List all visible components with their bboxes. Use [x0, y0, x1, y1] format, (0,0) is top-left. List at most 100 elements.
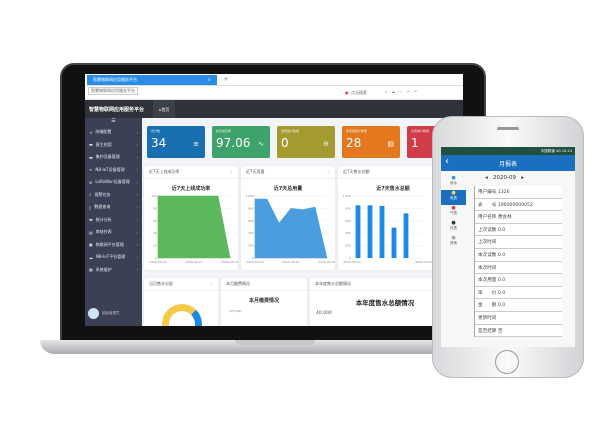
- x-tick-label: 2020-09-24: [149, 260, 167, 264]
- x-tick-label: 2020-09-24: [246, 260, 264, 264]
- browser-tab[interactable]: 智慧物联网应用服务平台 ×: [87, 75, 217, 85]
- y-tick-label: 0: [252, 256, 254, 260]
- x-tick-label: 2020-09-30: [318, 260, 335, 264]
- stat-value: 28: [346, 136, 362, 150]
- sidebar-item[interactable]: ▬ 客主档案 ‹: [85, 139, 142, 152]
- stat-card[interactable]: 告警用户数量 0 ⊖: [277, 126, 335, 158]
- search-engine-icon: ●: [345, 90, 349, 95]
- sidebar-item[interactable]: ♪ 报警任务 ‹: [85, 189, 142, 202]
- sidebar-item[interactable]: ≋ LoRaWan设备管理 ‹: [85, 176, 142, 189]
- area-series: [157, 195, 231, 259]
- sidebar-item-label: 审核抄表: [95, 229, 112, 235]
- tab-title: 智慧物联网应用服务平台: [93, 77, 137, 82]
- panel-title: 近7天上线成功率: [149, 169, 180, 174]
- stat-value: 0: [281, 136, 289, 150]
- sidebar-item-label: NB-IoT设备管理: [95, 166, 125, 172]
- stat-icon: ⊖: [323, 140, 329, 148]
- stat-card[interactable]: 表计数 34 ≡: [147, 126, 205, 158]
- stat-icon: ≡: [193, 140, 199, 148]
- phone-nav-item[interactable]: ● 热表: [441, 220, 466, 235]
- phone-nav-item[interactable]: ● 气表: [441, 205, 466, 220]
- address-bar[interactable]: 智慧物联网应用服务平台 ● 点击搜索 ⌕☁☆✂↶: [85, 86, 463, 100]
- data-point: [326, 257, 328, 259]
- phone-speaker: [497, 127, 519, 130]
- address-tooltip: 智慧物联网应用服务平台: [88, 87, 138, 95]
- sidebar-item-label: NB-IoT平台管理: [96, 254, 126, 260]
- y-tick-label: 1,000: [245, 194, 254, 198]
- browser-toolbar-icons[interactable]: ⌕☁☆✂↶: [385, 89, 422, 94]
- sidebar-item[interactable]: ⋖ 终端配置 ‹: [85, 126, 142, 139]
- sidebar-item[interactable]: ☁ NB-IoT平台管理 ‹: [85, 251, 142, 264]
- month-selector[interactable]: ◂ 2020-09 ▸: [485, 175, 524, 181]
- new-tab-icon[interactable]: +: [223, 75, 229, 83]
- sidebar-item-label: 报警任务: [94, 191, 111, 197]
- y-tick: 125,000: [229, 309, 242, 313]
- chart: 0 200 400 600 800 1,000 2020-09-24 2020-09-27 20…: [245, 194, 335, 264]
- sidebar-item[interactable]: ∞ NB-IoT设备管理 ‹: [85, 164, 142, 177]
- sidebar-item[interactable]: ▬ 统计分析 ‹: [85, 214, 142, 227]
- more-icon[interactable]: ⋮: [209, 281, 213, 286]
- search-label[interactable]: 点击搜索: [351, 90, 367, 95]
- stat-card[interactable]: 零流量用户数量 28 ▤: [342, 126, 400, 158]
- sidebar-item[interactable]: ▯ 数据查询 ‹: [85, 201, 142, 214]
- folder-icon: ▬: [89, 142, 93, 148]
- chart-panel: 近7天上线成功率 ⋮ 近7天上线成功率 0 20 40 60 80 100 2020-09-2…: [144, 166, 238, 270]
- phone-home-button[interactable]: [495, 350, 519, 374]
- sidebar-item[interactable]: ▬ 集抄设备管理 ‹: [85, 151, 142, 164]
- home-tab[interactable]: ⌂首页: [153, 100, 175, 118]
- y-tick-label: 600: [248, 219, 254, 223]
- chart-title: 本年度售水总额情况: [355, 299, 415, 307]
- y-tick-label: 400: [248, 231, 254, 235]
- x-tick-label: 2020-09-30: [221, 260, 238, 264]
- laptop-screen: 智慧物联网应用服务平台 × + 智慧物联网应用服务平台 ● 点击搜索 ⌕☁☆✂↶ …: [85, 74, 463, 326]
- chart-title: 近7天上线成功率: [171, 186, 211, 192]
- phone-nav-item[interactable]: ● 电表: [441, 190, 466, 205]
- report-row: 用户名称 曹会林: [475, 211, 562, 224]
- sidebar-item[interactable]: ▤ 审核抄表 ‹: [85, 226, 142, 239]
- chevron-left-icon: ‹: [136, 179, 138, 185]
- chart-title: 近7天总用量: [273, 186, 303, 192]
- chart-panel: 近7天用量 ⋮ 近7天总用量 0 200 400 600 800 1,000 2020-09-…: [241, 166, 335, 270]
- month-value: 2020-09: [493, 175, 516, 181]
- status-bar: 中国联通 4G 10:14: [441, 147, 575, 155]
- bar: [367, 205, 373, 258]
- chevron-left-icon: ‹: [136, 167, 138, 173]
- bar: [403, 213, 409, 258]
- more-icon[interactable]: ⋮: [229, 169, 233, 174]
- sidebar-item-label: 集抄设备管理: [95, 154, 120, 160]
- data-point: [290, 208, 292, 209]
- bell-icon: ♪: [89, 192, 92, 198]
- phone-nav-item[interactable]: ● 用水: [441, 175, 466, 190]
- data-point: [278, 222, 280, 224]
- chevron-left-icon: ‹: [136, 129, 138, 135]
- panel-monthly-sales: 当月售水分部 ⋮: [144, 278, 218, 326]
- sidebar-item[interactable]: ▦ 系统维护 ‹: [85, 264, 142, 277]
- app-title: 智慧物联网应用服务平台: [89, 107, 145, 113]
- stat-icon: ▤: [387, 140, 394, 148]
- back-icon[interactable]: ‹: [445, 156, 449, 167]
- y-tick-label: 0: [155, 256, 157, 260]
- report-row: 金 额 0.0: [475, 299, 562, 312]
- report-row: 本次时间: [475, 262, 562, 275]
- phone-nav-item[interactable]: ● 其他: [441, 235, 466, 250]
- book-icon: ▤: [89, 229, 93, 235]
- y-tick-label: 1,000: [342, 194, 351, 198]
- user-profile[interactable]: 超级管理员: [88, 308, 120, 319]
- chevron-left-icon: ‹: [136, 267, 138, 273]
- y-tick-label: 200: [248, 244, 254, 248]
- menu-toggle-icon[interactable]: ☰: [111, 118, 116, 124]
- close-tab-icon[interactable]: ×: [207, 77, 211, 82]
- stat-card[interactable]: 抄表成功率 97.06 ∿: [212, 126, 270, 158]
- next-month-icon[interactable]: ▸: [521, 175, 525, 181]
- report-row: 单 价 0.0: [475, 287, 562, 300]
- more-icon[interactable]: ⋮: [326, 169, 330, 174]
- sidebar-item-label: 物联网平台管理: [95, 241, 124, 247]
- sidebar-item[interactable]: ▣ 物联网平台管理 ‹: [85, 239, 142, 252]
- chart-title: 近7天售水总额: [376, 186, 410, 192]
- chevron-left-icon: ‹: [136, 142, 138, 148]
- prev-month-icon[interactable]: ◂: [485, 175, 490, 181]
- y-tick-label: 100: [151, 194, 157, 198]
- nav-icon: ●: [451, 190, 456, 196]
- stat-label: 抄表成功率: [216, 129, 232, 133]
- laptop-base: [40, 340, 508, 354]
